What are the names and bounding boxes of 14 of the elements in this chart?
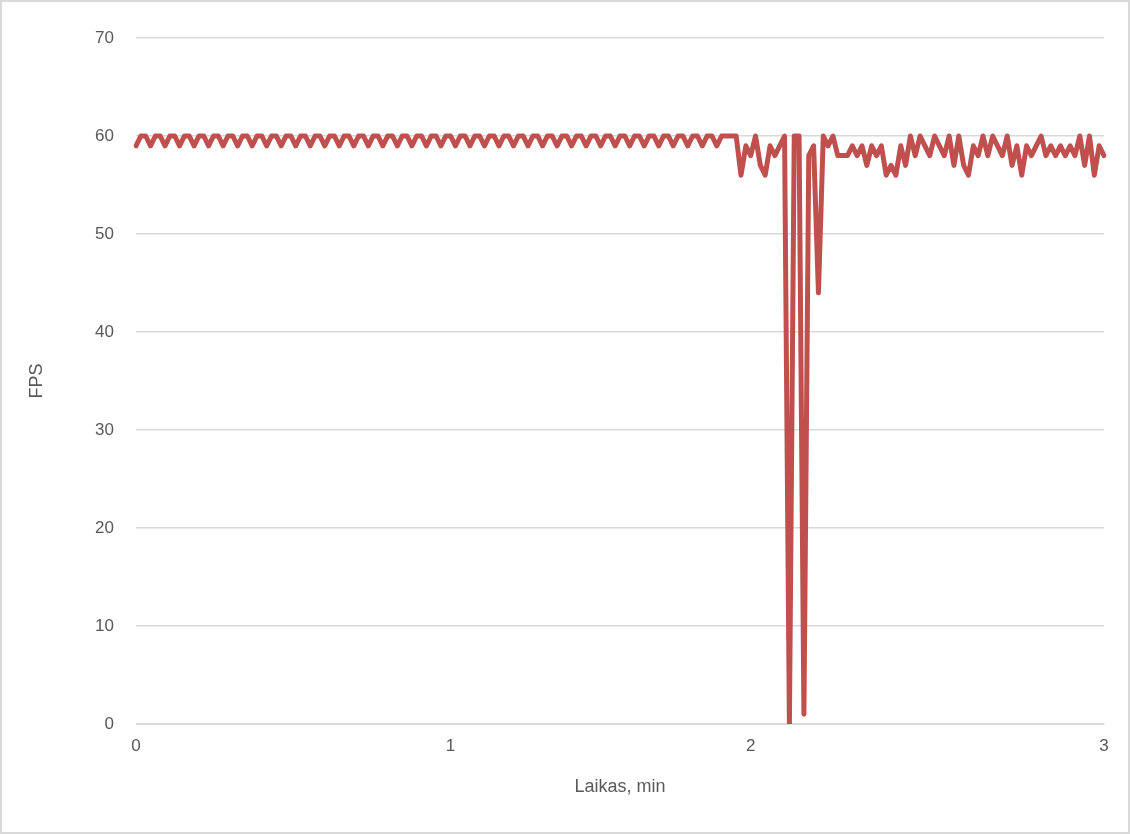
y-tick-label: 30: [95, 419, 114, 439]
y-tick-label: 0: [104, 713, 114, 733]
y-tick-label: 20: [95, 517, 114, 537]
y-tick-label: 10: [95, 615, 114, 635]
x-axis-title: Laikas, min: [574, 776, 666, 797]
y-tick-label: 70: [95, 27, 114, 47]
x-tick-label: 1: [445, 735, 456, 755]
x-tick-label: 3: [1099, 735, 1109, 755]
y-axis-title: FPS: [25, 363, 46, 399]
y-tick-label: 40: [95, 321, 114, 341]
x-tick-label: 0: [131, 735, 141, 755]
y-tick-label: 60: [95, 125, 114, 145]
x-tick-label: 2: [745, 735, 756, 755]
y-tick-label: 50: [95, 223, 114, 243]
